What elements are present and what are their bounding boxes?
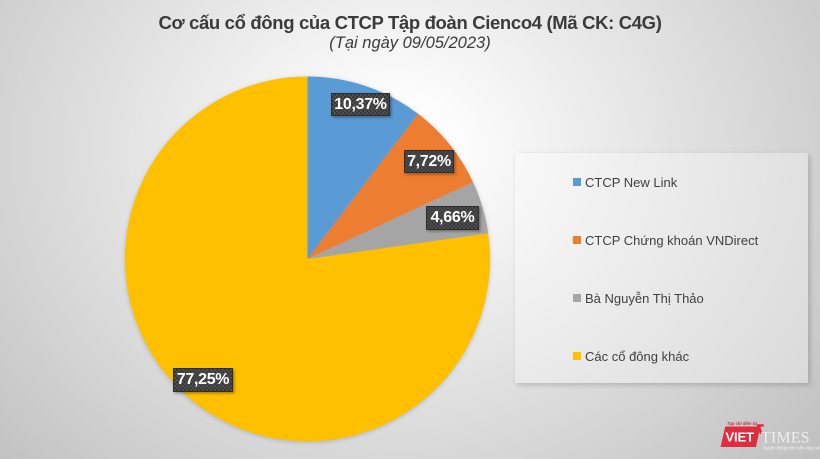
- svg-text:Truyền thông trên nền tảng số: Truyền thông trên nền tảng số: [762, 446, 820, 451]
- svg-text:TIMES: TIMES: [761, 430, 810, 447]
- svg-text:VIET: VIET: [725, 429, 754, 444]
- svg-text:Tạp chí điện tử: Tạp chí điện tử: [727, 421, 758, 426]
